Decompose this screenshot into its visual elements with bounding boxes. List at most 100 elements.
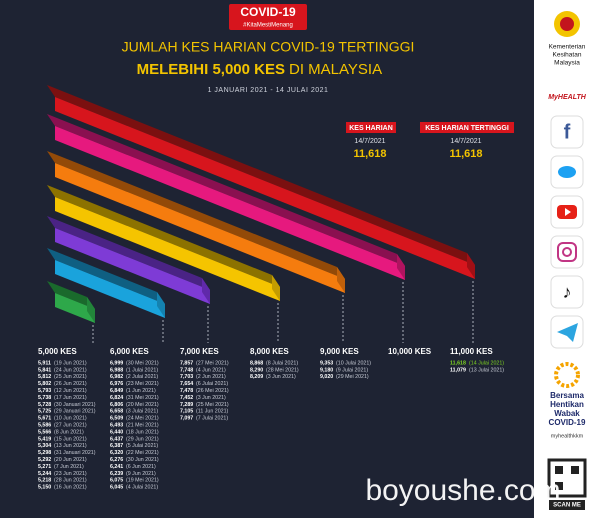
- entry-date: (15 Jun 2021): [54, 436, 87, 442]
- entry-date: (4 Julai 2021): [126, 485, 158, 491]
- entry-value: 6,241: [110, 464, 123, 470]
- entry-date: (19 Jun 2021): [54, 360, 87, 366]
- ministry-name: Kementerian: [549, 44, 586, 51]
- youtube-play: [565, 208, 571, 216]
- entry-value: 5,728: [38, 402, 51, 408]
- instagram-icon[interactable]: [550, 235, 584, 269]
- entry-date: (3 Jun 2021): [196, 395, 226, 401]
- entry-date: (14 Julai 2021): [469, 360, 504, 366]
- entry-date: (5 Julai 2021): [126, 443, 158, 449]
- entry-value: 6,239: [110, 471, 123, 477]
- entry-value: 9,353: [320, 360, 333, 366]
- entry-date: (3 Jun 2021): [266, 374, 296, 380]
- entry-value: 5,150: [38, 485, 51, 491]
- entry-date: (29 Januari 2021): [54, 409, 96, 415]
- campaign-line: Wabak: [554, 409, 580, 418]
- entry-value: 5,419: [38, 436, 51, 442]
- stat-date: 14/7/2021: [354, 138, 385, 145]
- bar-end: [397, 254, 405, 280]
- bar-end: [157, 292, 165, 318]
- columns: 5,000 KES 5,911 (19 Jun 2021)5,841 (24 Jun …: [38, 281, 504, 491]
- entry-date: (3 Julai 2021): [126, 409, 158, 415]
- bar-top: [47, 185, 280, 287]
- entry-date: (10 Julai 2021): [336, 360, 371, 366]
- bar-top: [47, 248, 165, 304]
- entry-date: (28 Mei 2021): [266, 367, 299, 373]
- entry-date: (31 Mei 2021): [126, 395, 159, 401]
- facebook-icon[interactable]: [550, 115, 584, 149]
- hashtag: #KitaMestiMenang: [243, 23, 293, 29]
- bar-front: [55, 197, 280, 301]
- campaign-line: COVID-19: [549, 418, 586, 427]
- entry-value: 5,793: [38, 388, 51, 394]
- entry-value: 5,304: [38, 443, 51, 449]
- entry-value: 7,289: [180, 402, 193, 408]
- entry-value: 7,748: [180, 367, 193, 373]
- entry-value: 11,618: [450, 360, 466, 366]
- subtitle-bold: MELEBIHI 5,000 KES: [137, 61, 285, 78]
- scan-bar: [549, 500, 585, 510]
- entry-date: (23 Jun 2021): [54, 471, 87, 477]
- entry-date: (17 Jun 2021): [54, 395, 87, 401]
- subtitle-rest: DI MALAYSIA: [289, 61, 382, 78]
- stats: KES HARIAN 14/7/2021 11,618 KES HARIAN TERT…: [346, 122, 514, 160]
- entry-value: 8,290: [250, 367, 263, 373]
- stat-label: KES HARIAN TERTINGGI: [425, 125, 509, 132]
- entry-date: (29 Jun 2021): [126, 436, 159, 442]
- entry-value: 5,271: [38, 464, 51, 470]
- entry-value: 6,806: [110, 402, 123, 408]
- campaign-line: Hentikan: [550, 400, 584, 409]
- entry-date: (2 Julai 2021): [126, 374, 158, 380]
- entry-value: 5,218: [38, 478, 51, 484]
- entry-value: 9,020: [320, 374, 333, 380]
- entry-value: 5,566: [38, 429, 51, 435]
- telegram-glyph: [557, 323, 578, 342]
- bars: [47, 85, 475, 323]
- twitter-glyph: [558, 166, 576, 178]
- bar-end: [467, 253, 475, 279]
- entry-value: 6,320: [110, 450, 123, 456]
- bar-top: [47, 114, 405, 266]
- entry-date: (8 Julai 2021): [266, 360, 298, 366]
- entry-date: (30 Jun 2021): [126, 457, 159, 463]
- column-heading: 8,000 KES: [250, 347, 289, 356]
- entry-date: (29 Mei 2021): [336, 374, 369, 380]
- entry-value: 5,671: [38, 416, 51, 422]
- entry-value: 7,703: [180, 374, 193, 380]
- entry-date: (21 Mei 2021): [126, 423, 159, 429]
- entry-date: (23 Mei 2021): [126, 381, 159, 387]
- entry-date: (30 Mei 2021): [126, 360, 159, 366]
- entry-value: 5,292: [38, 457, 51, 463]
- entry-date: (20 Mei 2021): [126, 402, 159, 408]
- entry-value: 11,079: [450, 367, 466, 373]
- entry-value: 6,387: [110, 443, 123, 449]
- badge: COVID-19: [240, 5, 296, 19]
- tiktok-icon[interactable]: [550, 275, 584, 309]
- entry-value: 7,857: [180, 360, 193, 366]
- instagram-glyph: [557, 242, 577, 262]
- entry-date: (9 Jun 2021): [126, 471, 156, 477]
- bar-front: [55, 163, 345, 293]
- qr-block: [571, 466, 579, 474]
- entry-date: (6 Jun 2021): [126, 464, 156, 470]
- entry-date: (6 Julai 2021): [196, 381, 228, 387]
- title: JUMLAH KES HARIAN COVID-19 TERTINGGI: [122, 39, 415, 55]
- bar-end: [272, 275, 280, 301]
- entry-value: 6,999: [110, 360, 123, 366]
- entry-date: (22 Mei 2021): [126, 450, 159, 456]
- bar-front: [55, 260, 165, 318]
- entry-date: (13 Jun 2021): [54, 443, 87, 449]
- entry-date: (30 Januari 2021): [54, 402, 96, 408]
- column-heading: 5,000 KES: [38, 347, 77, 356]
- entry-date: (12 Jun 2021): [54, 388, 87, 394]
- bar-end: [337, 267, 345, 293]
- entry-value: 6,658: [110, 409, 123, 415]
- entry-date: (25 Jun 2021): [54, 374, 87, 380]
- entry-value: 6,437: [110, 436, 123, 442]
- entry-date: (24 Jun 2021): [54, 367, 87, 373]
- entry-value: 7,452: [180, 395, 193, 401]
- entry-value: 6,075: [110, 478, 123, 484]
- bar-end: [202, 278, 210, 304]
- entry-date: (9 Julai 2021): [336, 367, 368, 373]
